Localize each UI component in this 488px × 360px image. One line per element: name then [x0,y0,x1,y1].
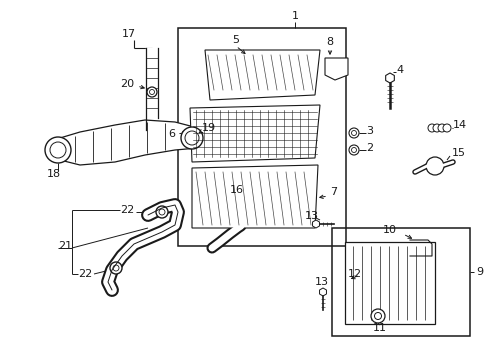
Circle shape [425,157,443,175]
Circle shape [156,206,168,218]
Circle shape [184,131,199,145]
Text: 5: 5 [232,35,239,45]
Text: 4: 4 [395,65,402,75]
Circle shape [348,145,358,155]
Polygon shape [325,58,347,80]
Text: 1: 1 [291,11,298,21]
Polygon shape [192,165,317,228]
Circle shape [351,148,356,153]
Polygon shape [312,220,319,228]
Polygon shape [190,105,319,162]
Text: 16: 16 [229,185,244,195]
Text: 13: 13 [314,277,328,287]
Circle shape [149,90,154,94]
Circle shape [427,124,435,132]
Text: 21: 21 [58,241,72,251]
Bar [178,28,346,246]
Polygon shape [319,288,326,296]
Polygon shape [204,50,319,100]
Circle shape [442,124,450,132]
Text: 6: 6 [168,129,175,139]
Circle shape [432,124,440,132]
Text: 11: 11 [372,323,386,333]
Text: 8: 8 [326,37,333,47]
Text: 22: 22 [78,269,92,279]
Text: 19: 19 [202,123,216,133]
Text: 9: 9 [475,267,482,277]
Circle shape [110,262,122,274]
Circle shape [45,137,71,163]
Text: 18: 18 [47,169,61,179]
Bar [331,228,469,336]
Text: 2: 2 [365,143,372,153]
Text: 15: 15 [451,148,465,158]
Text: 7: 7 [329,187,336,197]
Text: 3: 3 [365,126,372,136]
Circle shape [50,142,66,158]
Circle shape [147,87,157,97]
Circle shape [370,309,384,323]
Circle shape [181,127,203,149]
Circle shape [159,209,164,215]
Text: 17: 17 [122,29,136,39]
Text: 22: 22 [120,205,134,215]
Text: 13: 13 [305,211,318,221]
Polygon shape [60,120,198,165]
Text: 12: 12 [347,269,362,279]
Circle shape [113,265,119,271]
Bar [230,200,250,226]
Circle shape [374,312,381,320]
Text: 20: 20 [120,79,134,89]
Circle shape [348,128,358,138]
Circle shape [351,130,356,135]
Bar [345,242,434,324]
Text: 14: 14 [452,120,466,130]
Text: 10: 10 [382,225,396,235]
Circle shape [437,124,445,132]
Polygon shape [385,73,393,83]
